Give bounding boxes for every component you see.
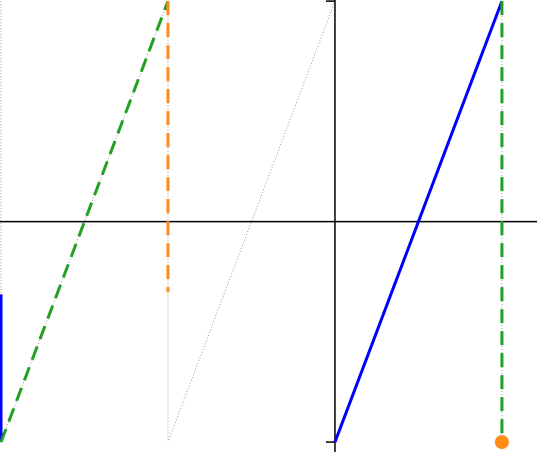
marker [494,435,509,450]
series-line [0,0,504,443]
series-line [0,0,504,443]
